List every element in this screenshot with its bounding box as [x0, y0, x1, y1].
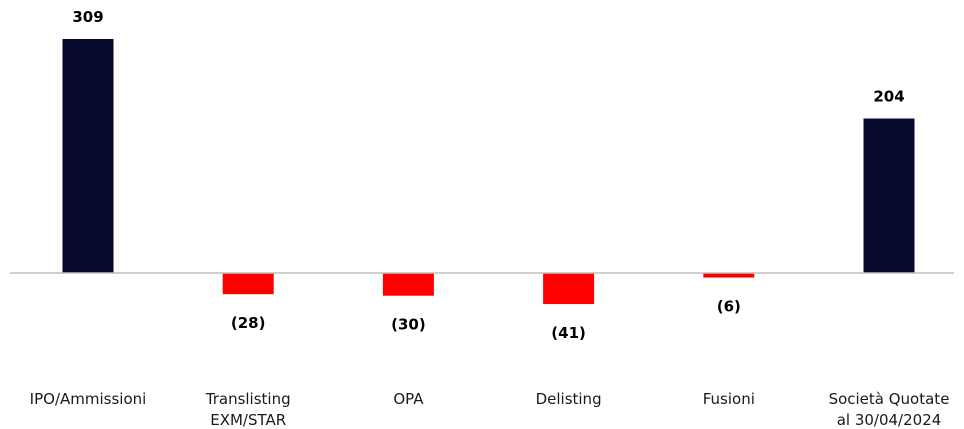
bar-1 [222, 273, 274, 295]
category-label-2: OPA [393, 390, 424, 408]
category-label-5-line-0: Società Quotate [829, 390, 950, 408]
bar-0 [62, 39, 114, 273]
bar-4 [703, 273, 755, 278]
value-label-5: 204 [873, 88, 904, 106]
bars-group [62, 39, 915, 305]
value-label-1: (28) [231, 314, 266, 332]
category-labels-group: IPO/Ammissioni Translisting EXM/STAR OPA Del… [30, 390, 950, 429]
value-labels-group: 309 (28) (30) (41) (6) 204 [72, 8, 904, 342]
value-label-3: (41) [551, 324, 586, 342]
category-label-1-line-0: Translisting [205, 390, 291, 408]
bar-5 [863, 118, 915, 274]
category-label-5-line-1: al 30/04/2024 [837, 411, 942, 429]
category-label-0: IPO/Ammissioni [30, 390, 147, 408]
value-label-2: (30) [391, 316, 426, 334]
bar-3 [543, 273, 595, 305]
category-label-4: Fusioni [703, 390, 755, 408]
category-label-3: Delisting [536, 390, 602, 408]
value-label-0: 309 [72, 8, 103, 26]
bar-2 [382, 273, 434, 296]
value-label-4: (6) [717, 298, 741, 316]
category-label-1-line-1: EXM/STAR [210, 411, 286, 429]
